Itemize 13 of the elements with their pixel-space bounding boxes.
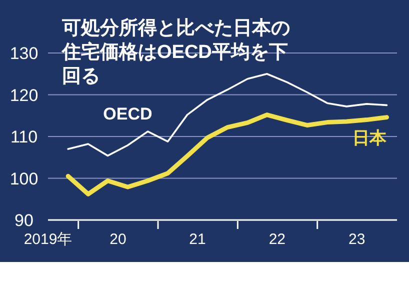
x-tick-label: 21 bbox=[189, 231, 206, 248]
y-tick-label: 100 bbox=[10, 169, 38, 188]
series-label: 日本 bbox=[352, 128, 388, 148]
y-tick-label: 130 bbox=[10, 44, 38, 63]
x-tick-label: 20 bbox=[110, 231, 126, 248]
chart-title: 可処分所得と比べた日本の住宅価格はOECD平均を下回る bbox=[61, 17, 290, 87]
y-tick-label: 120 bbox=[10, 86, 38, 105]
y-tick-label: 110 bbox=[10, 128, 38, 146]
x-tick-label: 23 bbox=[348, 231, 366, 248]
series-label: OECD bbox=[103, 104, 152, 124]
x-tick-label: 22 bbox=[268, 231, 286, 248]
x-tick-label: 2019年 bbox=[24, 231, 72, 248]
y-tick-label: 90 bbox=[14, 211, 34, 230]
